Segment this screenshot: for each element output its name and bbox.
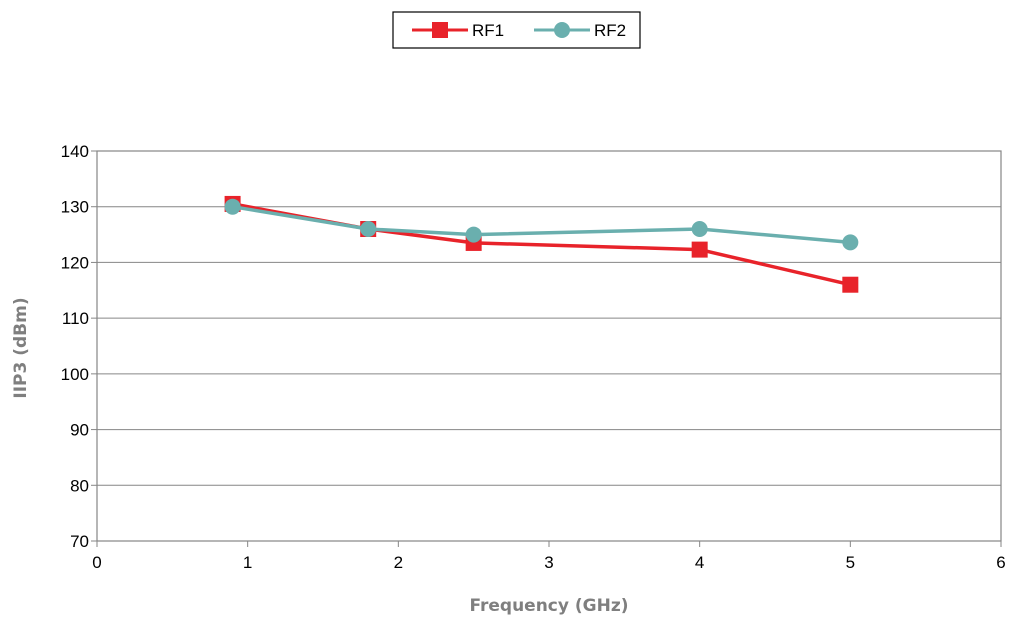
point-rf2-1 [360, 221, 377, 237]
y-tick-label-90: 90 [70, 421, 89, 440]
legend-marker-rf2 [554, 22, 570, 38]
y-tick-label-110: 110 [62, 309, 89, 328]
series-line-rf2 [232, 204, 851, 245]
point-rf2-0 [224, 198, 241, 215]
y-axis-title: IIP3 (dBm) [11, 297, 31, 398]
point-rf2-2 [465, 226, 482, 243]
y-tick-label-100: 100 [61, 365, 89, 384]
x-tick-label-5: 5 [846, 553, 855, 572]
y-tick-label-70: 70 [70, 532, 89, 551]
x-tick-label-3: 3 [544, 553, 553, 572]
point-rf1-3 [691, 241, 708, 258]
x-tick-label-1: 1 [243, 553, 252, 572]
series-line-rf1 [232, 202, 851, 287]
y-tick-label-130: 130 [61, 198, 89, 217]
legend-label-rf2: RF2 [594, 21, 626, 40]
x-tick-label-4: 4 [695, 553, 704, 572]
y-tick-label-80: 80 [70, 476, 89, 495]
plot-area: 70 80 90 100 110 120 130 140 0 1 2 3 4 5 6 [61, 142, 1006, 572]
legend-marker-rf1 [432, 22, 448, 38]
x-axis-title: Frequency (GHz) [469, 596, 628, 616]
point-rf1-4 [842, 276, 859, 293]
legend-label-rf1: RF1 [472, 21, 504, 40]
y-tick-label-140: 140 [61, 142, 89, 161]
x-tick-label-2: 2 [394, 553, 403, 572]
legend: RF1 RF2 [392, 11, 641, 49]
point-rf2-4 [842, 234, 859, 251]
x-tick-label-6: 6 [996, 553, 1005, 572]
point-rf2-3 [691, 221, 708, 237]
y-tick-label-120: 120 [61, 253, 89, 272]
x-tick-label-0: 0 [92, 553, 101, 572]
